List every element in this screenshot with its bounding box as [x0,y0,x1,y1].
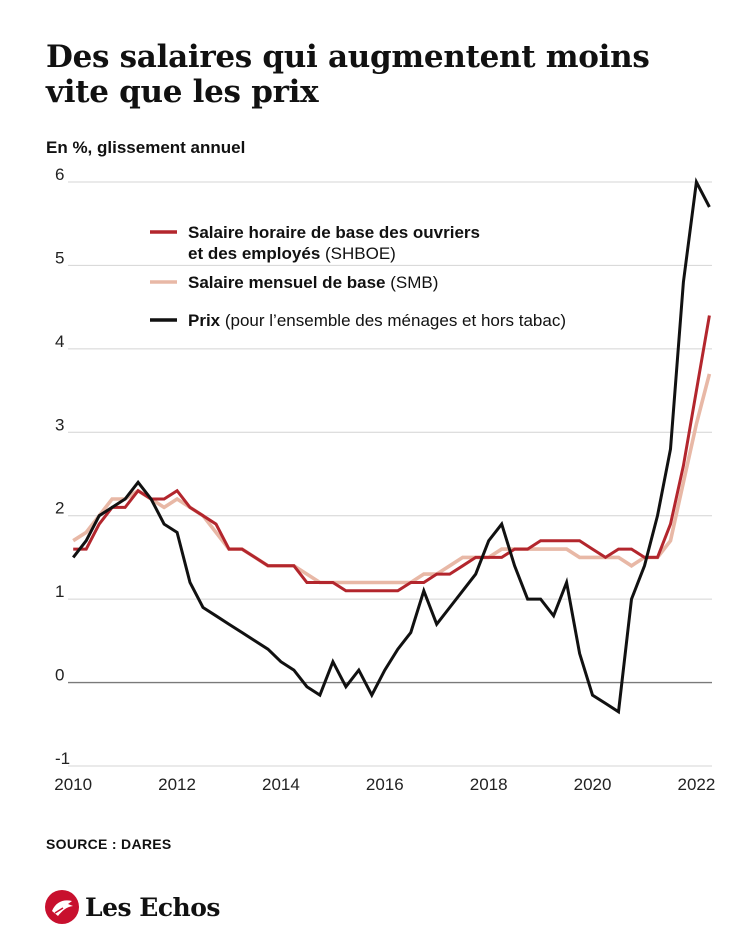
chart-title: Des salaires qui augmentent moins vite q… [46,39,650,110]
legend-note-prix: (pour l’ensemble des ménages et hors tab… [220,311,566,330]
legend: Salaire horaire de base des ouvriers et d… [150,223,566,330]
series-lines [72,177,712,715]
y-axis-unit-label: En %, glissement annuel [46,138,246,157]
series-line-prix [72,177,711,715]
brand-name: Les Echos [85,892,220,922]
x-tick-label: 2016 [366,775,404,794]
x-tick-label: 2020 [574,775,612,794]
x-tick-label: 2018 [470,775,508,794]
series-line-shboe [73,315,711,593]
x-tick-label: 2012 [158,775,196,794]
y-tick-label: 0 [55,666,64,685]
legend-label-shboe: et des employés (SHBOE) [188,244,396,263]
y-tick-label: 3 [55,415,64,434]
x-axis-ticks: 2010 2012 2014 2016 2018 2020 2022 [54,775,715,794]
legend-note-smb: (SMB) [386,273,439,292]
x-tick-label: 2014 [262,775,300,794]
x-tick-label: 2022 [678,775,716,794]
brand-logo: Les Echos [44,889,220,925]
legend-note-shboe: (SHBOE) [320,244,396,263]
les-echos-logo-icon [45,890,79,924]
y-tick-label: -1 [55,749,70,768]
legend-label-smb: Salaire mensuel de base (SMB) [188,273,438,292]
y-tick-label: 1 [55,582,64,601]
legend-label-prix: Prix (pour l’ensemble des ménages et hor… [188,311,566,330]
y-axis-ticks: -1 0 1 2 3 4 5 6 [55,165,70,768]
legend-label-shboe: Salaire horaire de base des ouvriers [188,223,480,242]
y-tick-label: 6 [55,165,64,184]
x-tick-label: 2010 [54,775,92,794]
y-tick-label: 5 [55,248,64,267]
gridlines [68,181,712,767]
y-tick-label: 2 [55,499,64,518]
y-tick-label: 4 [55,332,64,351]
source-note: SOURCE : DARES [46,836,172,852]
